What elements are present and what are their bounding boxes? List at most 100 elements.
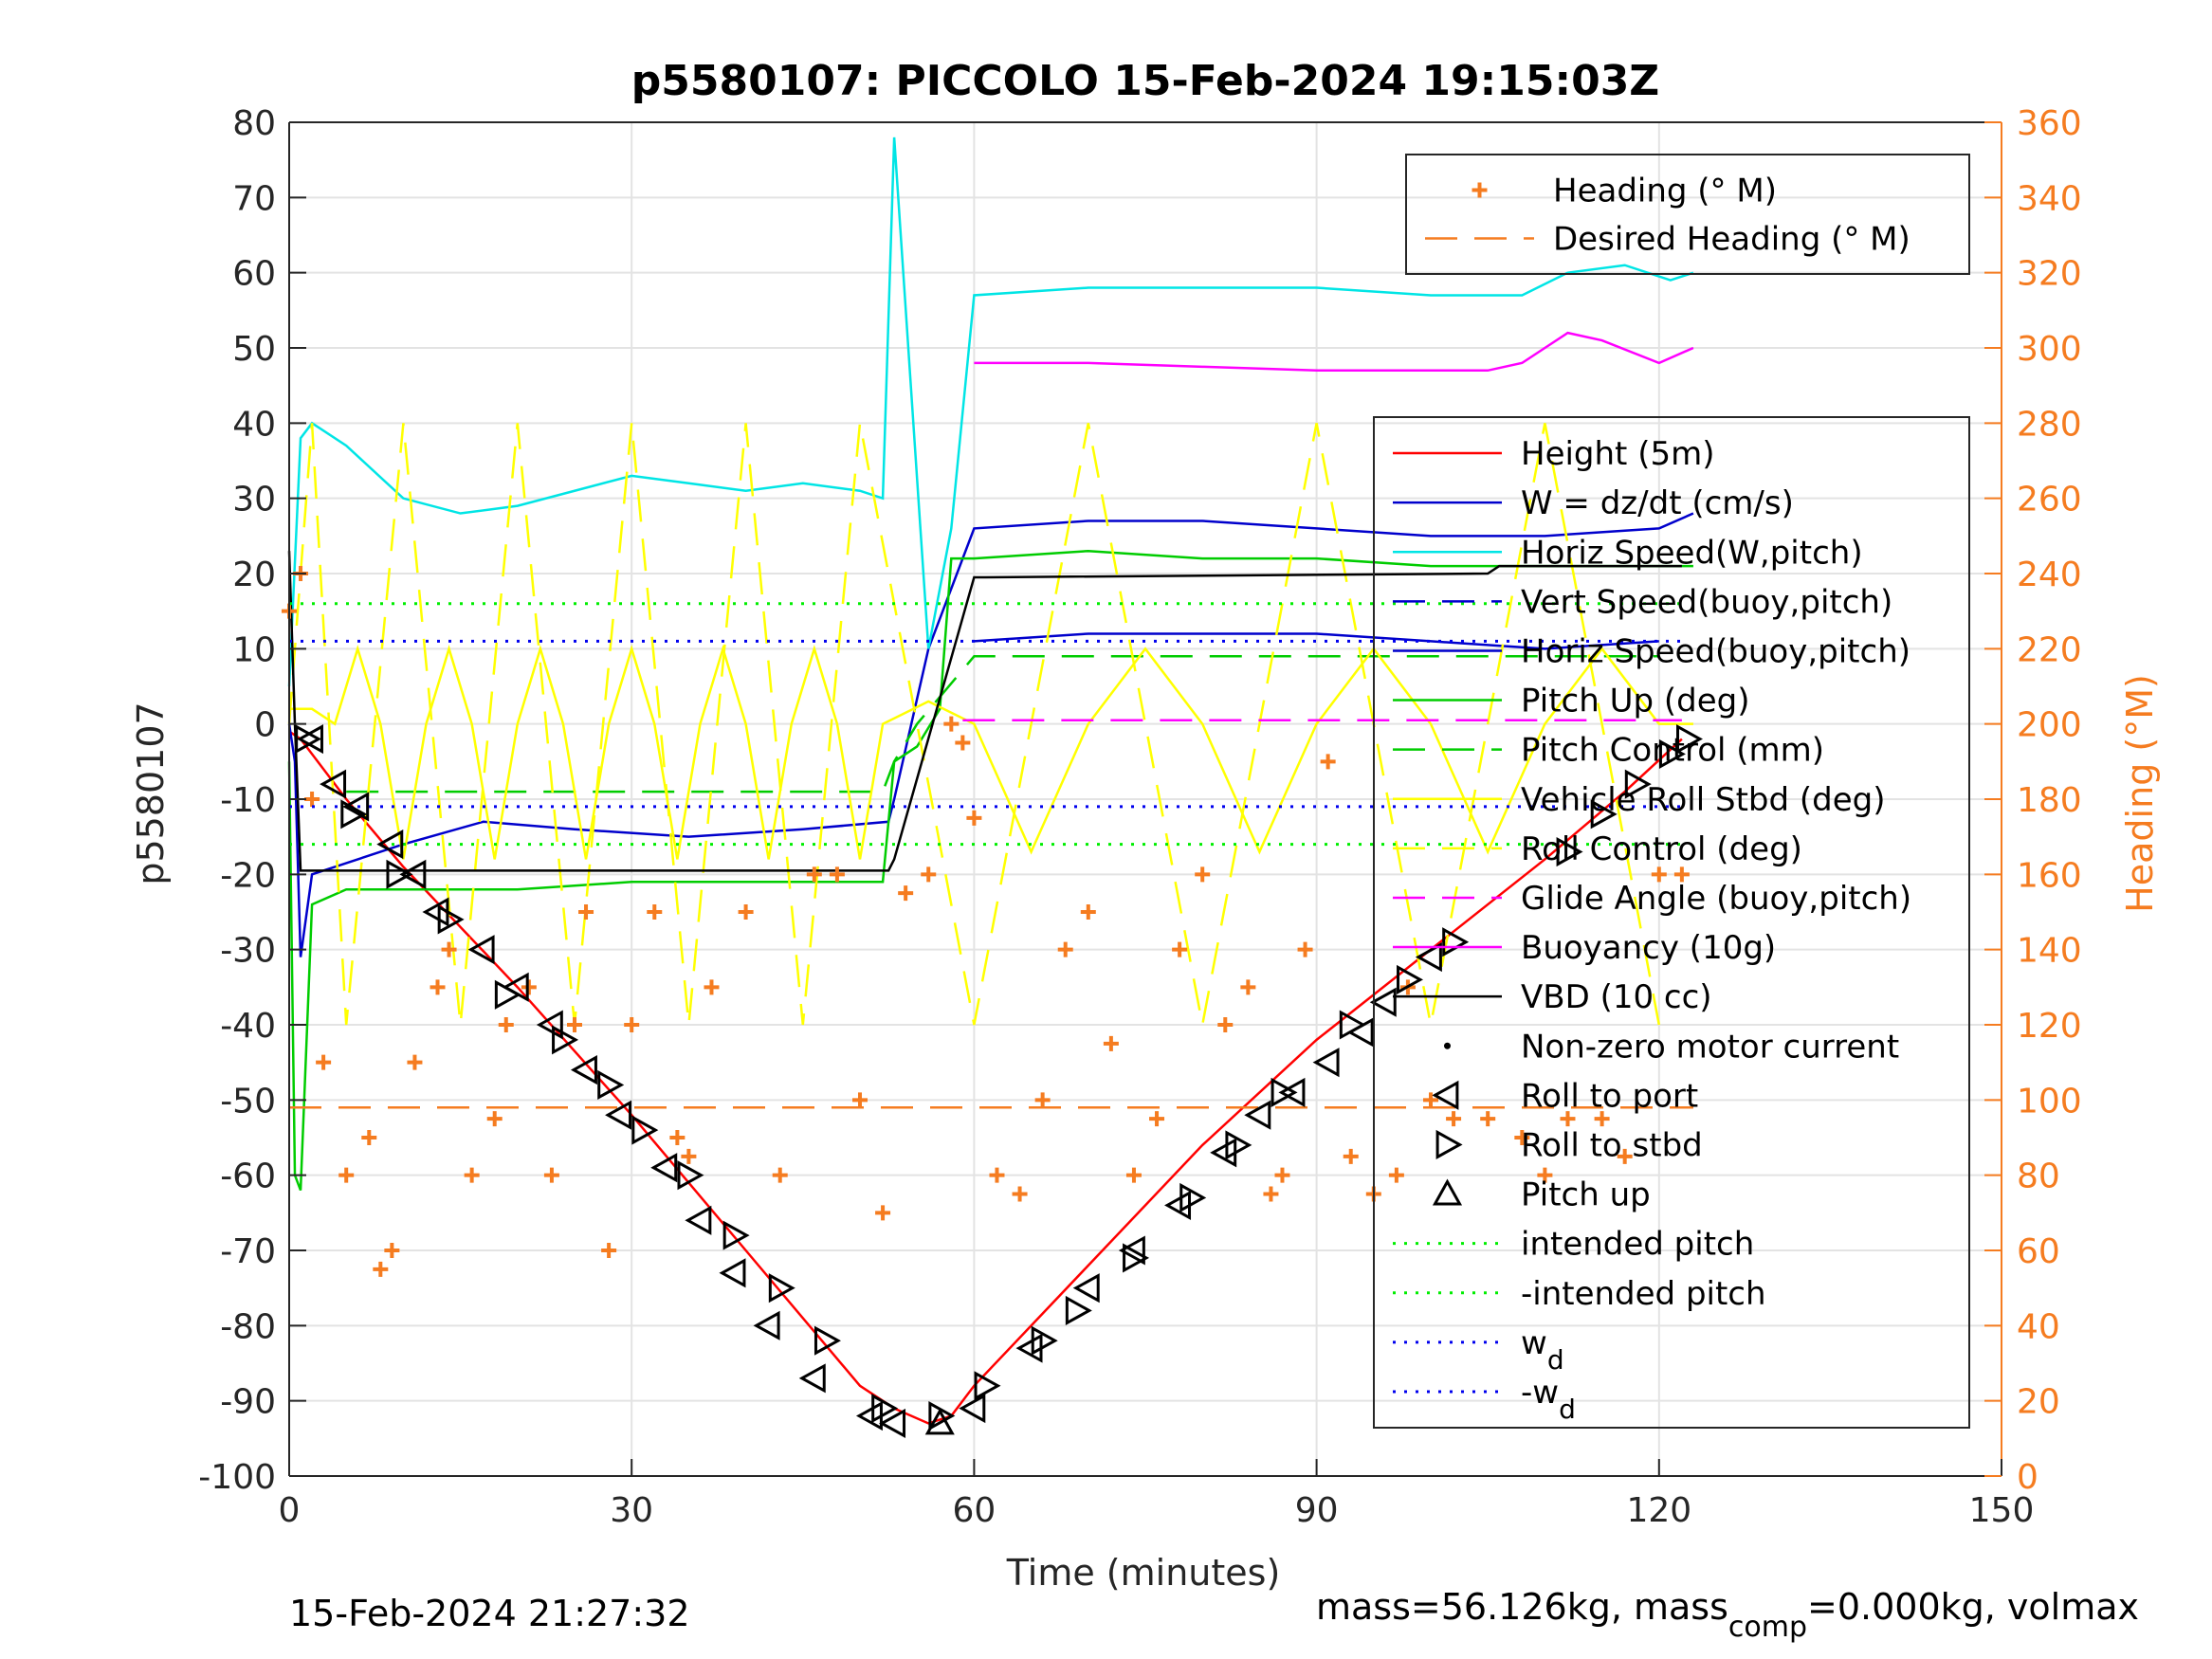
legend-label: W = dz/dt (cm/s) xyxy=(1521,484,1794,522)
heading-point xyxy=(486,1111,503,1127)
heading-point xyxy=(624,1017,640,1032)
y-right-tick-label: 280 xyxy=(2017,405,2082,444)
legend-label: Desired Heading (° M) xyxy=(1553,221,1910,259)
legend-label: Height (5m) xyxy=(1521,435,1714,473)
heading-point xyxy=(1172,941,1188,957)
heading-point xyxy=(441,941,457,957)
legend-label: Vehicle Roll Stbd (deg) xyxy=(1521,781,1886,819)
heading-point xyxy=(1274,1167,1290,1183)
roll-to-port-marker xyxy=(650,1153,678,1183)
legend-label: Heading (° M) xyxy=(1553,173,1777,210)
y-axis-label: p5580107 xyxy=(130,702,172,884)
y-right-tick-label: 220 xyxy=(2017,630,2082,669)
roll-to-stbd-marker xyxy=(722,1220,750,1250)
legend-label-text: Roll to stbd xyxy=(1521,1126,1703,1164)
roll-to-stbd-marker xyxy=(1225,1130,1252,1160)
x-axis-label: Time (minutes) xyxy=(1006,1552,1281,1594)
horiz-speed-w-pitch-line xyxy=(287,137,1694,687)
heading-point xyxy=(578,904,594,920)
roll-to-port-marker xyxy=(1278,1077,1306,1107)
roll-to-port-marker xyxy=(1369,987,1397,1017)
legend-label: Pitch Control (mm) xyxy=(1521,732,1824,770)
heading-point xyxy=(669,1130,686,1145)
legend-label: Roll Control (deg) xyxy=(1521,830,1802,868)
legend-label: Pitch Up (deg) xyxy=(1521,683,1749,720)
heading-point xyxy=(966,810,982,826)
roll-to-stbd-marker xyxy=(677,1160,704,1191)
heading-point xyxy=(1149,1111,1165,1127)
axes: 0 30 60 90 120 15080706050403020100-10-20-30-… xyxy=(198,104,2081,1530)
y-tick-label: 20 xyxy=(232,556,276,594)
heading-point xyxy=(543,1167,559,1183)
x-tick-label: 30 xyxy=(610,1491,653,1530)
roll-to-port-marker xyxy=(536,1010,563,1040)
legend-label-text: Non-zero motor current xyxy=(1521,1028,1899,1066)
legend-label-sub: d xyxy=(1559,1394,1576,1425)
legend-symbol-plus xyxy=(1472,182,1488,198)
legend-label-text: intended pitch xyxy=(1521,1226,1754,1264)
legend-label: Glide Angle (buoy,pitch) xyxy=(1521,880,1911,918)
heading-point xyxy=(704,979,720,995)
legend-label-text: W = dz/dt (cm/s) xyxy=(1521,484,1794,522)
y-right-tick-label: 0 xyxy=(2017,1458,2038,1497)
legend-symbol-triangle xyxy=(1432,1178,1463,1206)
chart-title: p5580107: PICCOLO 15-Feb-2024 19:15:03Z xyxy=(631,57,1659,105)
y-tick-label: -60 xyxy=(220,1158,276,1196)
roll-to-stbd-marker xyxy=(1624,769,1652,799)
y-tick-label: 10 xyxy=(232,630,276,669)
footer-mass-text: mass=56.126kg, mass xyxy=(1316,1586,1728,1628)
roll-to-stbd-marker xyxy=(1397,964,1424,994)
y-tick-label: -50 xyxy=(220,1082,276,1121)
heading-point xyxy=(601,1243,617,1258)
y-right-tick-label: 360 xyxy=(2017,104,2082,143)
roll-to-stbd-marker xyxy=(768,1273,795,1304)
legend-label-text: -w xyxy=(1521,1374,1559,1412)
footer-timestamp: 15-Feb-2024 21:27:32 xyxy=(289,1593,690,1634)
roll-to-stbd-marker xyxy=(631,1115,659,1145)
y-tick-label: 80 xyxy=(232,104,276,143)
roll-to-port-marker xyxy=(798,1363,826,1394)
roll-to-stbd-marker xyxy=(1123,1243,1150,1273)
legend-label-text: Heading (° M) xyxy=(1553,173,1777,210)
heading-point xyxy=(1446,1111,1462,1127)
roll-to-port-marker xyxy=(719,1258,746,1288)
x-tick-label: 150 xyxy=(1969,1491,2035,1530)
y-right-tick-label: 260 xyxy=(2017,481,2082,520)
heading-point xyxy=(1343,1148,1359,1164)
roll-to-stbd-marker xyxy=(340,799,368,830)
legend-label: Roll to stbd xyxy=(1521,1126,1703,1164)
heading-point xyxy=(1651,866,1667,883)
legend-label-text: Pitch Control (mm) xyxy=(1521,732,1824,770)
y-right-tick-label: 300 xyxy=(2017,330,2082,369)
heading-point xyxy=(989,1167,1005,1183)
heading-point xyxy=(921,866,937,883)
x-tick-label: 0 xyxy=(279,1491,301,1530)
heading-point xyxy=(1012,1186,1028,1202)
series-layer xyxy=(282,137,1703,1439)
y-right-tick-label: 160 xyxy=(2017,856,2082,895)
legend-top-box xyxy=(1405,154,1970,275)
y-right-tick-label: 20 xyxy=(2017,1383,2060,1422)
roll-to-stbd-marker xyxy=(814,1325,841,1356)
roll-to-stbd-marker xyxy=(928,1400,956,1431)
legend-label-text: Glide Angle (buoy,pitch) xyxy=(1521,880,1911,918)
heading-point xyxy=(1103,1035,1119,1051)
legend-label: VBD (10 cc) xyxy=(1521,978,1712,1016)
legend-label-text: Roll Control (deg) xyxy=(1521,830,1802,868)
roll-to-port-marker xyxy=(296,723,323,755)
heading-point xyxy=(1125,1167,1142,1183)
legend-label-text: Vert Speed(buoy,pitch) xyxy=(1521,583,1892,621)
roll-to-port-marker xyxy=(1312,1048,1340,1078)
y-right-tick-label: 320 xyxy=(2017,255,2082,294)
y-right-tick-label: 340 xyxy=(2017,179,2082,218)
heading-point xyxy=(852,1092,868,1108)
legend-symbol-dot xyxy=(1444,1042,1451,1049)
roll-to-stbd-marker xyxy=(1590,799,1618,830)
legend-label: Buoyancy (10g) xyxy=(1521,929,1776,967)
heading-point xyxy=(1617,1148,1633,1164)
roll-to-port-marker xyxy=(1072,1273,1100,1304)
legend-label-text: Horiz Speed(buoy,pitch) xyxy=(1521,632,1910,670)
roll-to-port-marker xyxy=(399,859,427,889)
roll-to-stbd-marker xyxy=(1676,723,1703,755)
